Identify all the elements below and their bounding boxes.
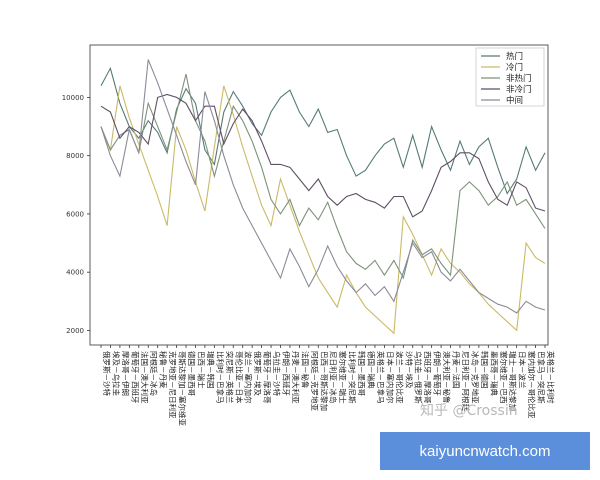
x-tick-label: 墨西哥－瑞典	[489, 351, 499, 396]
x-tick-label: 突尼斯－英格兰	[225, 351, 235, 404]
x-tick-label: 克罗地亚－尼日利亚	[168, 351, 178, 419]
legend-label: 冷门	[506, 62, 523, 73]
x-tick-label: 塞尔维亚－巴西	[499, 351, 509, 404]
series-lines	[100, 59, 546, 335]
y-tick-label: 6000	[66, 210, 84, 218]
watermark: 知乎 @Crossin	[420, 403, 518, 419]
x-tick-label: 乌拉圭－沙特	[272, 351, 282, 396]
x-tick-label: 葡萄牙－摩洛哥	[263, 351, 273, 404]
x-tick-label: 英格兰－比利时	[546, 351, 556, 404]
x-tick-label: 冰岛－克罗地亚	[470, 351, 480, 404]
x-tick-label: 埃及－乌拉圭	[111, 351, 121, 396]
x-tick-label: 巴西－瑞士	[196, 351, 206, 389]
x-tick-label: 塞内加尔－哥伦比亚	[527, 351, 537, 419]
series-line-1	[100, 85, 546, 335]
x-tick-label: 丹麦－澳大利亚	[291, 351, 301, 404]
x-tick-label: 乌拉圭－俄罗斯	[414, 351, 424, 404]
x-tick-label: 法国－澳大利亚	[140, 351, 150, 404]
x-tick-label: 沙特－埃及	[404, 351, 414, 389]
x-tick-label: 德国－瑞典	[367, 351, 377, 389]
legend-label: 非冷门	[506, 84, 532, 95]
x-tick-label: 葡萄牙－西班牙	[130, 351, 140, 404]
x-tick-label: 巴西－哥斯达黎加	[319, 351, 329, 411]
legend-label: 热门	[506, 51, 523, 62]
x-tick-label: 伊朗－西班牙	[281, 351, 291, 396]
x-tick-label: 阿根廷－克罗地亚	[310, 351, 320, 411]
x-tick-label: 尼日利亚－冰岛	[329, 351, 339, 404]
y-tick-label: 4000	[66, 269, 84, 277]
series-line-2	[100, 73, 546, 280]
x-tick-label: 英格兰－巴拿马	[376, 351, 386, 404]
x-tick-label: 丹麦－法国	[452, 351, 462, 389]
x-tick-label: 俄罗斯－埃及	[253, 351, 263, 396]
x-tick-label: 波兰－塞内加尔	[244, 351, 254, 404]
y-tick-label: 2000	[66, 327, 84, 335]
x-tick-label: 尼日利亚－阿根廷	[461, 351, 471, 411]
x-tick-label: 塞尔维亚－瑞士	[338, 351, 348, 404]
x-tick-label: 比利时－突尼斯	[348, 351, 358, 404]
x-tick-label: 摩洛哥－伊朗	[121, 351, 131, 396]
x-tick-label: 阿根廷－冰岛	[149, 351, 159, 396]
y-axis: 2000 4000 6000 8000 10000	[62, 94, 90, 335]
x-tick-label: 德国－墨西哥	[187, 351, 197, 396]
x-tick-label: 日本－塞内加尔	[385, 351, 395, 404]
series-line-3	[100, 93, 546, 218]
x-tick-label: 韩国－德国	[480, 351, 490, 388]
legend-label: 中间	[506, 95, 523, 106]
x-tick-label: 比利时－巴拿马	[215, 351, 225, 404]
x-tick-label: 西班牙－摩洛哥	[423, 351, 433, 404]
x-tick-label: 俄罗斯－沙特	[102, 351, 112, 396]
x-tick-label: 巴拿马－突尼斯	[537, 351, 547, 404]
x-tick-label: 波兰－哥伦比亚	[395, 351, 405, 404]
x-tick-label: 瑞典－韩国	[206, 351, 216, 389]
x-tick-label: 法国－秘鲁	[300, 351, 310, 389]
y-tick-label: 10000	[62, 94, 84, 102]
x-tick-label: 哥伦比亚－日本	[234, 351, 244, 404]
legend-label: 非热门	[506, 73, 532, 84]
x-tick-label: 伊朗－葡萄牙	[433, 351, 443, 396]
site-banner[interactable]: kaiyuncnwatch.com	[380, 432, 590, 470]
series-line-4	[100, 59, 546, 314]
y-tick-label: 8000	[66, 152, 84, 160]
x-tick-label: 哥斯达黎加－塞尔维亚	[178, 351, 188, 426]
x-axis: 俄罗斯－沙特 埃及－乌拉圭 摩洛哥－伊朗 葡萄牙－西班牙 法国－澳大利亚 阿根廷－冰岛 秘鲁…	[100, 345, 556, 426]
x-tick-label: 秘鲁－丹麦	[159, 351, 169, 389]
x-tick-label: 瑞士－哥斯达黎加	[508, 351, 518, 411]
x-tick-label: 韩国－墨西哥	[357, 351, 367, 396]
x-tick-label: 日本－波兰	[518, 351, 528, 389]
legend-box	[475, 47, 545, 107]
x-tick-label: 澳大利亚－秘鲁	[442, 351, 452, 404]
